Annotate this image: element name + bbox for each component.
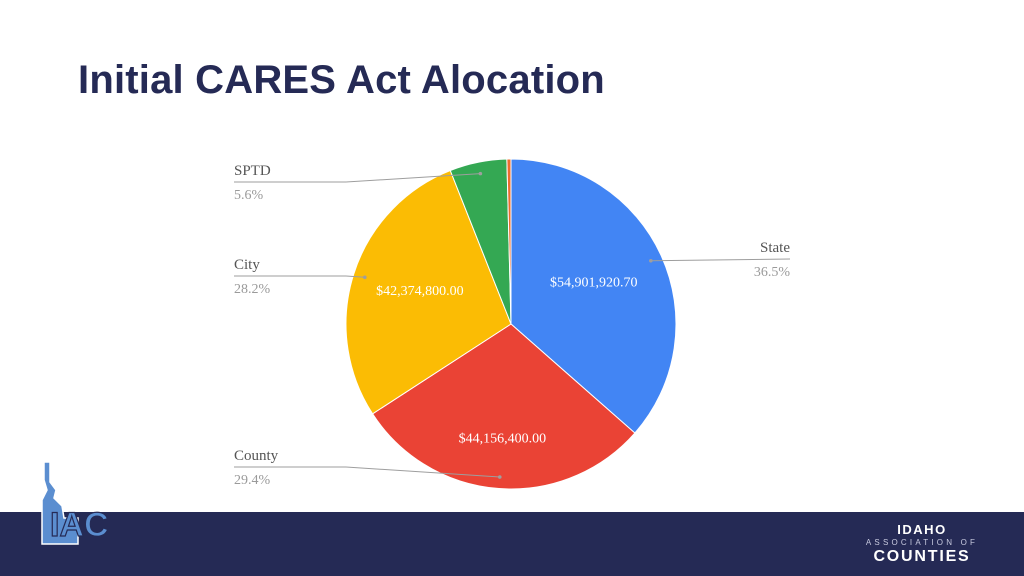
slice-value-label: $44,156,400.00 xyxy=(459,431,547,446)
association-brand: IDAHO ASSOCIATION OF COUNTIES xyxy=(862,522,982,566)
leader-line-city xyxy=(345,275,365,278)
slice-name-label: SPTD xyxy=(234,163,271,179)
leader-dot-sptd xyxy=(478,171,483,176)
brand-line-counties: COUNTIES xyxy=(873,548,971,565)
pie-slice-county xyxy=(371,323,636,490)
slice-name-label: City xyxy=(234,257,260,273)
leader-dot-county xyxy=(497,475,502,479)
pie-slice-state xyxy=(510,158,677,434)
slice-name-label: State xyxy=(760,240,790,256)
pie-slice-other xyxy=(506,158,512,325)
slice-percent-label: 5.6% xyxy=(234,188,264,203)
idaho-state-outline-icon xyxy=(41,461,79,545)
pie-chart: $54,901,920.70 $44,156,400.00 $42,374,800.… xyxy=(234,158,791,490)
page-title: Initial CARES Act Alocation xyxy=(78,58,605,102)
leader-line-state xyxy=(650,258,791,262)
leader-dot-city xyxy=(363,275,367,280)
iac-logo: IAC xyxy=(41,461,109,545)
slice-value-label: $42,374,800.00 xyxy=(376,284,464,299)
slice-percent-label: 28.2% xyxy=(234,282,271,297)
leader-line-sptd xyxy=(345,173,481,183)
brand-line-idaho: IDAHO xyxy=(897,522,947,537)
pie-slice-city xyxy=(345,169,512,415)
logo-text: IAC xyxy=(50,506,109,544)
slice-percent-label: 36.5% xyxy=(754,265,791,280)
footer-bar xyxy=(0,512,1024,576)
slice-name-label: County xyxy=(234,448,279,464)
leader-line-county xyxy=(345,466,500,478)
slice-percent-label: 29.4% xyxy=(234,473,271,488)
leader-dot-state xyxy=(649,259,653,263)
brand-line-association: ASSOCIATION OF xyxy=(865,538,979,547)
slice-value-label: $54,901,920.70 xyxy=(550,276,638,291)
